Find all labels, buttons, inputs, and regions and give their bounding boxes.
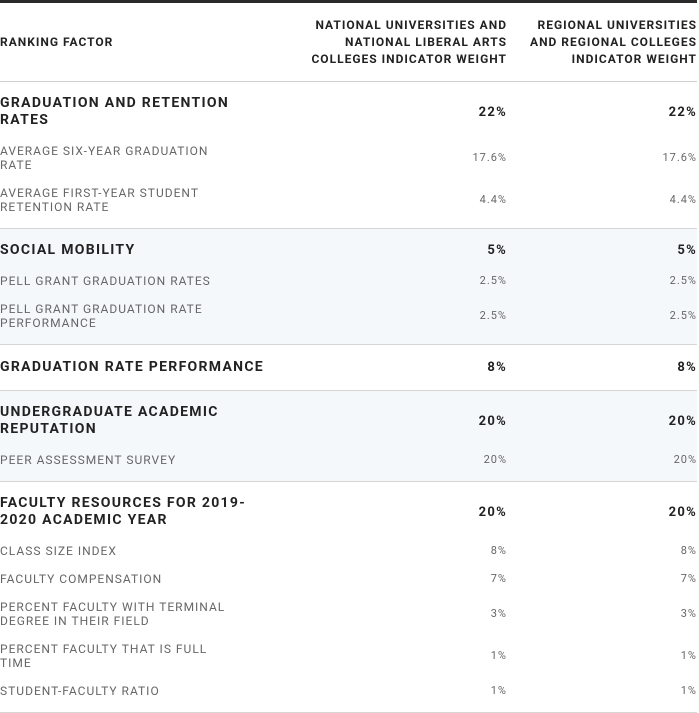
item-row: STUDENT-FACULTY RATIO 1% 1% [0, 677, 697, 705]
group-row: UNDERGRADUATE ACADEMIC REPUTATION 20% 20% [0, 404, 697, 438]
group-name: GRADUATION AND RETENTION RATES [0, 95, 230, 128]
header-cell: REGIONAL UNIVERSITIES AND REGIONAL COLLE… [530, 17, 697, 66]
factor-group: FACULTY RESOURCES FOR 2019-2020 ACADEMIC… [0, 482, 697, 713]
factor-group: UNDERGRADUATE ACADEMIC REPUTATION 20% 20% P… [0, 391, 697, 482]
header-cell: RANKING FACTOR [0, 34, 114, 49]
factor-group: SOCIAL MOBILITY 5% 5% PELL GRANT GRADUATION… [0, 229, 697, 345]
national-weight: 3% [490, 607, 507, 620]
item-row: PERCENT FACULTY THAT IS FULL TIME 1% 1% [0, 635, 697, 677]
item-row: PELL GRANT GRADUATION RATE PERFORMANCE 2.… [0, 295, 697, 337]
item-row: FACULTY COMPENSATION 7% 7% [0, 565, 697, 593]
regional-weight: 20% [668, 413, 697, 429]
table-header: RANKING FACTOR NATIONAL UNIVERSITIES AND… [0, 3, 697, 82]
factor-group: GRADUATION RATE PERFORMANCE 8% 8% [0, 345, 697, 391]
item-name: STUDENT-FACULTY RATIO [0, 684, 160, 698]
item-row: PERCENT FACULTY WITH TERMINAL DEGREE IN … [0, 593, 697, 635]
regional-weight: 17.6% [662, 151, 697, 164]
regional-weight: 5% [677, 243, 697, 258]
group-name: SOCIAL MOBILITY [0, 242, 136, 258]
national-weight: 1% [490, 649, 507, 662]
factor-group: GRADUATION AND RETENTION RATES 22% 22% AVER… [0, 82, 697, 229]
national-weight: 20% [478, 504, 507, 520]
regional-weight: 20% [673, 453, 697, 466]
item-name: PEER ASSESSMENT SURVEY [0, 453, 177, 467]
regional-weight: 8% [680, 544, 697, 557]
national-weight: 17.6% [472, 151, 507, 164]
item-row: CLASS SIZE INDEX 8% 8% [0, 537, 697, 565]
group-name: GRADUATION RATE PERFORMANCE [0, 359, 264, 375]
item-name: AVERAGE FIRST-YEAR STUDENT RETENTION RAT… [0, 186, 199, 214]
regional-weight: 8% [677, 360, 697, 375]
national-weight: 2.5% [479, 309, 507, 322]
item-row: PEER ASSESSMENT SURVEY 20% 20% [0, 446, 697, 474]
regional-weight: 20% [668, 504, 697, 520]
regional-weight: 2.5% [669, 309, 697, 322]
item-name: FACULTY COMPENSATION [0, 572, 163, 586]
regional-weight: 3% [680, 607, 697, 620]
national-weight: 8% [487, 360, 507, 375]
item-name: AVERAGE SIX-YEAR GRADUATION RATE [0, 144, 209, 172]
regional-weight: 4.4% [669, 193, 697, 206]
regional-weight: 1% [680, 684, 697, 697]
item-name: PELL GRANT GRADUATION RATE PERFORMANCE [0, 302, 203, 330]
item-name: PERCENT FACULTY WITH TERMINAL DEGREE IN … [0, 600, 226, 628]
group-row: FACULTY RESOURCES FOR 2019-2020 ACADEMIC… [0, 495, 697, 529]
group-row: SOCIAL MOBILITY 5% 5% [0, 242, 697, 259]
header-cell: NATIONAL UNIVERSITIES AND NATIONAL LIBER… [311, 17, 507, 66]
group-name: UNDERGRADUATE ACADEMIC REPUTATION [0, 404, 219, 437]
national-weight: 4.4% [479, 193, 507, 206]
item-row: PELL GRANT GRADUATION RATES 2.5% 2.5% [0, 267, 697, 295]
regional-weight: 2.5% [669, 274, 697, 287]
group-name: FACULTY RESOURCES FOR 2019-2020 ACADEMIC… [0, 495, 247, 528]
item-name: PELL GRANT GRADUATION RATES [0, 274, 211, 288]
group-row: GRADUATION AND RETENTION RATES 22% 22% [0, 95, 697, 129]
national-weight: 1% [490, 684, 507, 697]
regional-weight: 22% [668, 104, 697, 120]
item-name: PERCENT FACULTY THAT IS FULL TIME [0, 642, 208, 670]
national-weight: 8% [490, 544, 507, 557]
national-weight: 5% [487, 243, 507, 258]
national-weight: 7% [490, 572, 507, 585]
group-row: GRADUATION RATE PERFORMANCE 8% 8% [0, 359, 697, 376]
national-weight: 20% [483, 453, 507, 466]
regional-weight: 7% [680, 572, 697, 585]
item-row: AVERAGE SIX-YEAR GRADUATION RATE 17.6% 17.… [0, 137, 697, 179]
national-weight: 2.5% [479, 274, 507, 287]
item-name: CLASS SIZE INDEX [0, 544, 117, 558]
regional-weight: 1% [680, 649, 697, 662]
national-weight: 22% [478, 104, 507, 120]
national-weight: 20% [478, 413, 507, 429]
item-row: AVERAGE FIRST-YEAR STUDENT RETENTION RAT… [0, 179, 697, 221]
